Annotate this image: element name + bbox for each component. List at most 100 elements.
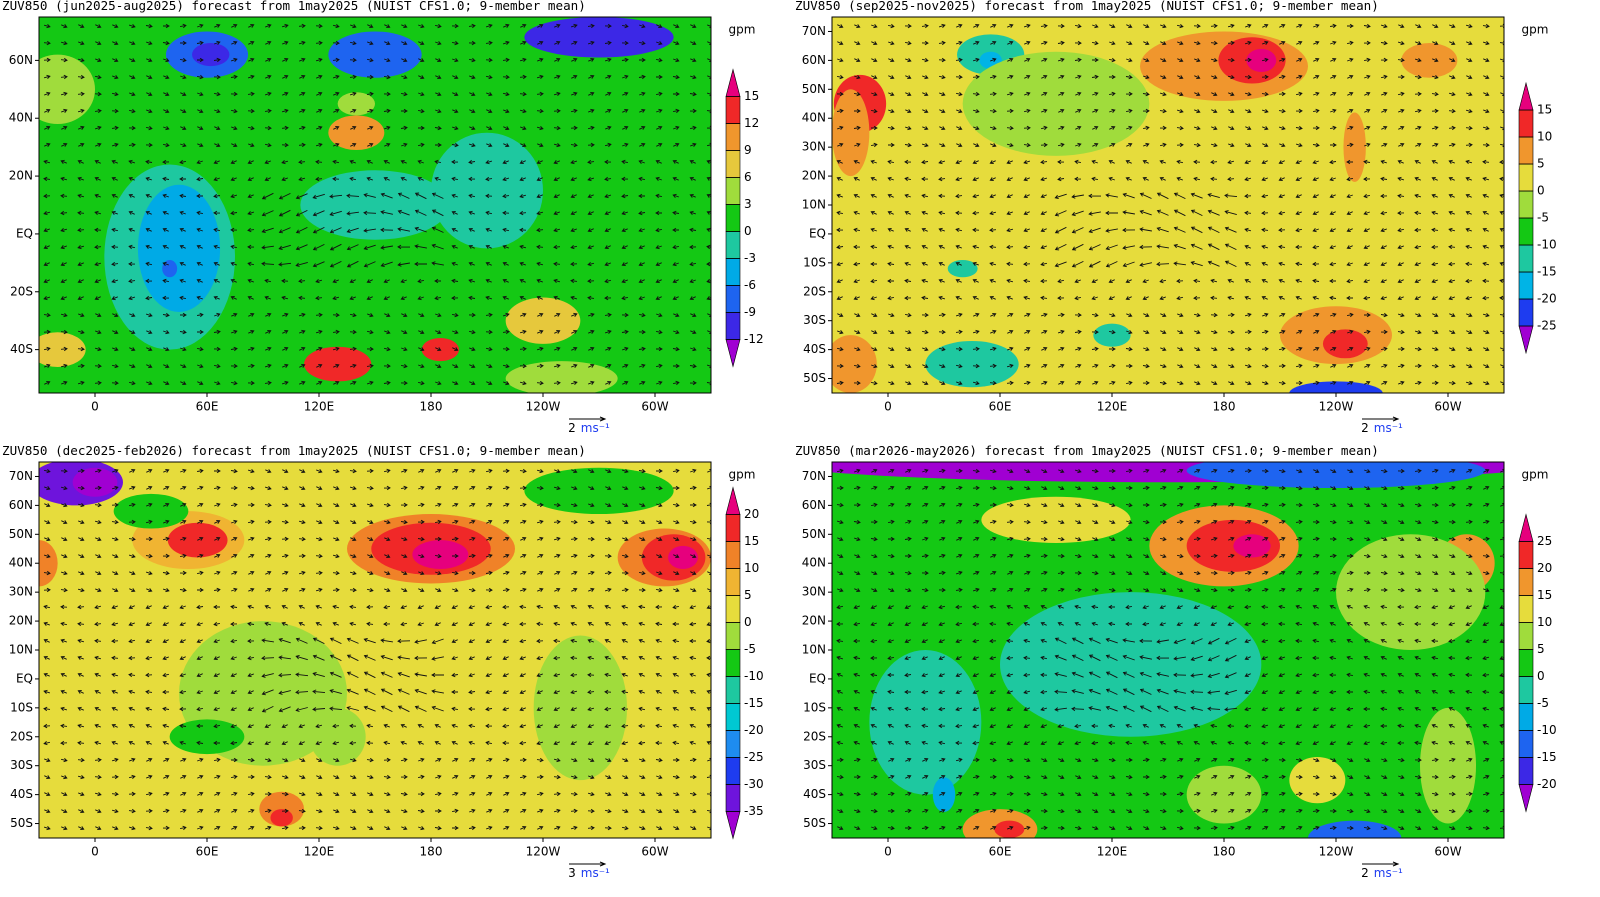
- y-tick-label: 50S: [803, 816, 826, 830]
- colorbar-label: -35: [744, 804, 764, 818]
- colorbar-bin: [725, 703, 741, 731]
- y-tick-label: 10N: [802, 198, 826, 212]
- colorbar-label: -9: [744, 305, 756, 319]
- anomaly-region: [524, 17, 674, 58]
- unit-label: gpm: [729, 23, 756, 37]
- anomaly-region: [309, 707, 366, 766]
- colorbar-label: -3: [744, 251, 756, 265]
- y-tick-label: EQ: [16, 671, 33, 685]
- vector-scale-arrow: [569, 416, 607, 422]
- colorbar-bin: [1518, 298, 1534, 327]
- colorbar-bin: [1518, 595, 1534, 623]
- y-tick-label: 10N: [802, 643, 826, 657]
- anomaly-region: [1186, 462, 1486, 489]
- colorbar-triangle: [725, 486, 741, 515]
- anomaly-region: [1308, 820, 1402, 838]
- anomaly-region: [505, 361, 618, 393]
- y-tick-label: 40N: [802, 556, 826, 570]
- x-tick-label: 120E: [1097, 845, 1128, 859]
- vector-scale-value: 2: [1361, 421, 1369, 435]
- anomaly-region: [304, 346, 372, 382]
- x-tick-label: 180: [1213, 400, 1236, 414]
- colorbar-bin: [1518, 109, 1534, 138]
- colorbar-label: -25: [744, 750, 764, 764]
- y-tick-label: 20N: [9, 614, 33, 628]
- y-tick-label: 40N: [9, 556, 33, 570]
- vector-scale-unit: ms⁻¹: [581, 421, 610, 435]
- colorbar-bin: [1518, 622, 1534, 650]
- anomaly-region: [39, 54, 95, 125]
- y-tick-label: 70N: [9, 469, 33, 483]
- y-tick-label: 20S: [803, 284, 826, 298]
- colorbar-label: 0: [1537, 669, 1545, 683]
- x-tick-label: 120W: [1319, 400, 1354, 414]
- colorbar-label: 0: [744, 615, 752, 629]
- colorbar-triangle: [725, 339, 741, 368]
- y-tick-label: 30N: [802, 585, 826, 599]
- colorbar-label: -5: [744, 642, 756, 656]
- y-tick-label: 20S: [803, 729, 826, 743]
- anomaly-region: [39, 540, 58, 587]
- colorbar-label: -15: [744, 696, 764, 710]
- colorbar-bin: [725, 595, 741, 623]
- colorbar-label: 0: [744, 224, 752, 238]
- panel-title: ZUV850 (sep2025-nov2025) forecast from 1…: [795, 0, 1379, 13]
- anomaly-region: [505, 297, 581, 344]
- x-tick-label: 60E: [989, 400, 1012, 414]
- colorbar-label: 6: [744, 170, 752, 184]
- colorbar-label: -15: [1537, 265, 1557, 279]
- anomaly-region: [994, 820, 1025, 838]
- colorbar-label: -20: [1537, 292, 1557, 306]
- anomaly-region: [337, 92, 376, 116]
- y-tick-label: 20S: [10, 729, 33, 743]
- colorbar-label: 15: [744, 89, 759, 103]
- colorbar-bin: [725, 730, 741, 758]
- y-tick-label: 30S: [10, 758, 33, 772]
- shaded-field: [832, 17, 1504, 393]
- colorbar-bin: [725, 123, 741, 151]
- colorbar-triangle: [1518, 81, 1534, 111]
- colorbar-bin: [725, 757, 741, 785]
- anomaly-region: [932, 777, 956, 812]
- y-tick-label: 50N: [802, 527, 826, 541]
- y-tick-label: 70N: [802, 469, 826, 483]
- vector-scale-label: 3 ms⁻¹: [568, 866, 610, 880]
- anomaly-region: [1343, 112, 1366, 182]
- colorbar-label: 3: [744, 197, 752, 211]
- colorbar-triangle: [725, 811, 741, 840]
- vector-scale-value: 3: [568, 866, 576, 880]
- colorbar-label: -12: [744, 332, 764, 346]
- shaded-field: [39, 462, 711, 838]
- unit-label: gpm: [729, 468, 756, 482]
- x-tick-label: 120E: [304, 400, 335, 414]
- colorbar-bin: [1518, 136, 1534, 165]
- colorbar-bin: [1518, 757, 1534, 785]
- colorbar-label: 25: [1537, 534, 1552, 548]
- colorbar-bin: [725, 285, 741, 313]
- colorbar-label: -10: [1537, 723, 1557, 737]
- x-tick-label: 0: [884, 845, 892, 859]
- colorbar-label: -10: [1537, 238, 1557, 252]
- colorbar-bin: [725, 231, 741, 259]
- anomaly-region: [72, 467, 118, 497]
- map-frame: [38, 16, 712, 394]
- map-panel: ZUV850 (mar2026-may2026) forecast from 1…: [795, 443, 1557, 880]
- y-tick-label: 50S: [10, 816, 33, 830]
- anomaly-region: [1401, 43, 1458, 78]
- x-tick-label: 60W: [641, 400, 668, 414]
- colorbar-label: -6: [744, 278, 756, 292]
- colorbar-label: -5: [1537, 696, 1549, 710]
- anomaly-region: [1420, 707, 1476, 824]
- colorbar-bin: [725, 568, 741, 596]
- anomaly-region: [1093, 323, 1131, 347]
- x-tick-label: 60W: [1434, 845, 1461, 859]
- x-tick-label: 0: [91, 400, 99, 414]
- anomaly-region: [947, 259, 978, 278]
- colorbar-label: 5: [1537, 157, 1545, 171]
- anomaly-region: [869, 650, 982, 795]
- y-tick-label: 60N: [9, 498, 33, 512]
- colorbar-label: 12: [744, 116, 759, 130]
- colorbar-bin: [1518, 217, 1534, 246]
- shaded-field: [832, 462, 1504, 838]
- y-tick-label: 40S: [803, 342, 826, 356]
